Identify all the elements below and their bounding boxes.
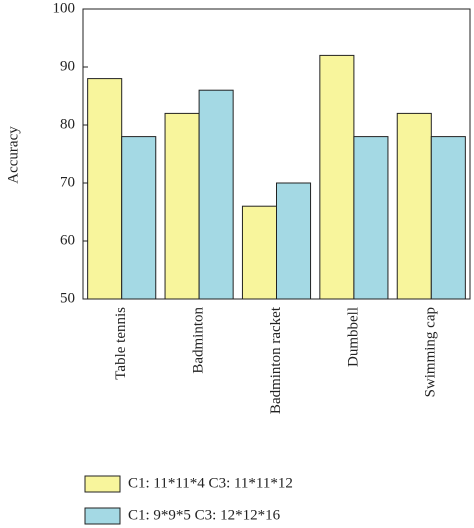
legend-swatch bbox=[84, 475, 121, 493]
bar bbox=[87, 78, 123, 300]
bar bbox=[430, 136, 466, 300]
y-tick-label: 60 bbox=[60, 232, 75, 248]
x-tick-label: Badminton bbox=[191, 307, 207, 374]
y-tick-label: 70 bbox=[60, 174, 75, 190]
x-tick-label: Swimming cap bbox=[423, 307, 439, 397]
bar bbox=[164, 112, 200, 300]
y-tick-label: 100 bbox=[53, 0, 76, 16]
y-tick-label: 90 bbox=[60, 58, 75, 74]
legend-label: C1: 9*9*5 C3: 12*12*16 bbox=[128, 507, 281, 523]
plot-frame bbox=[82, 8, 471, 300]
y-tick-label: 50 bbox=[60, 290, 75, 306]
legend-label: C1: 11*11*4 C3: 11*11*12 bbox=[128, 475, 293, 491]
x-tick-label: Badminton racket bbox=[268, 306, 284, 414]
bar bbox=[396, 112, 432, 300]
bar bbox=[241, 205, 277, 300]
x-tick-label: Table tennis bbox=[113, 307, 129, 380]
x-tick-label: Dumbbell bbox=[345, 307, 361, 367]
bar bbox=[121, 136, 157, 300]
bar bbox=[198, 89, 234, 300]
bar bbox=[276, 182, 312, 300]
bar bbox=[353, 136, 389, 300]
legend-swatch bbox=[84, 507, 121, 525]
bar bbox=[319, 54, 355, 300]
y-axis-label: Accuracy bbox=[5, 126, 21, 184]
y-tick-label: 80 bbox=[60, 116, 75, 132]
